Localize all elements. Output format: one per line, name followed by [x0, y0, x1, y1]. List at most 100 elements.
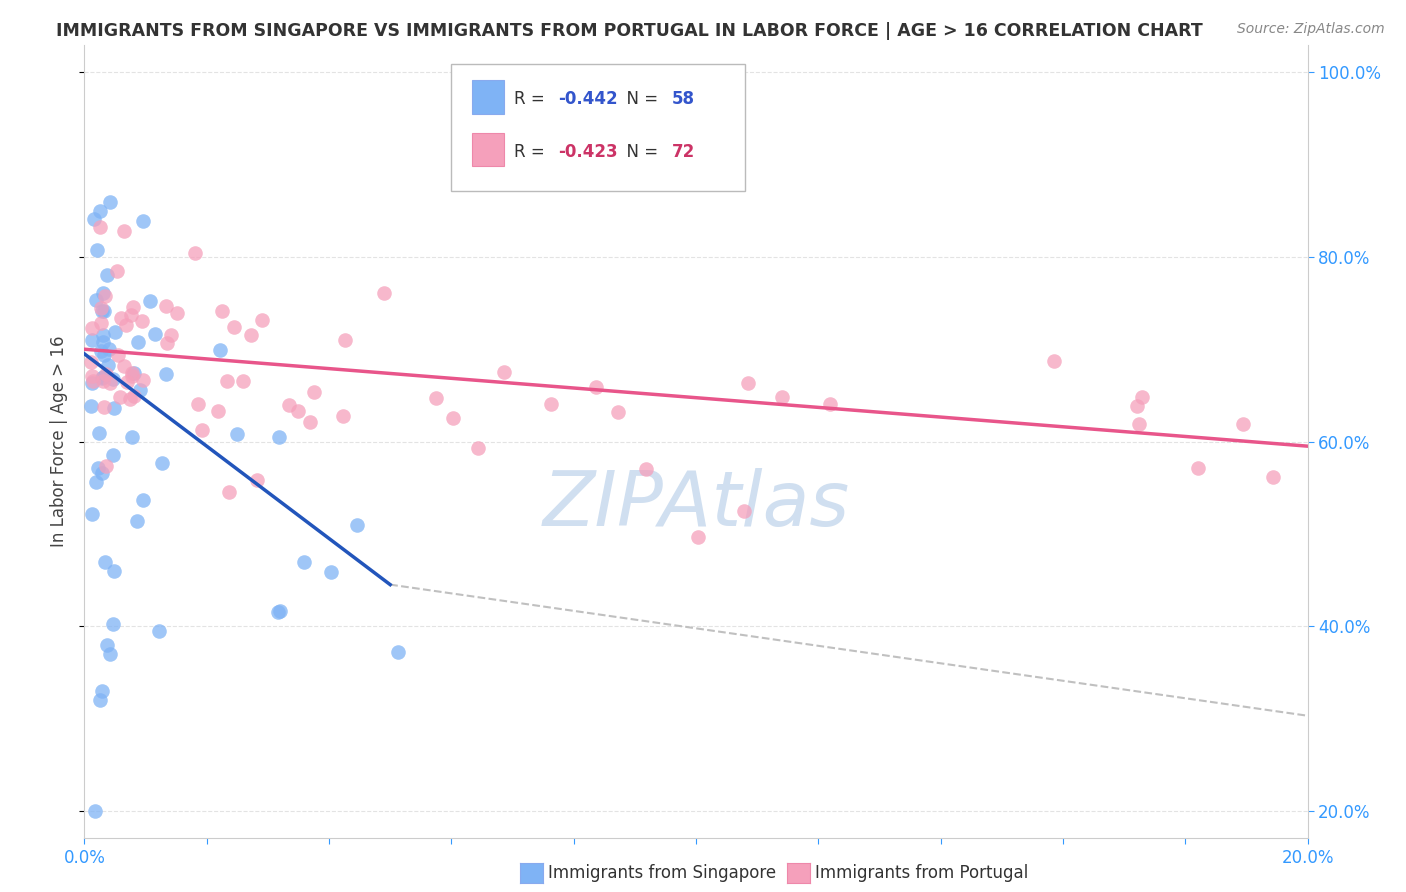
- Point: [91, 369, 114, 384]
- Point: [124, 390, 146, 404]
- Point: [269, 430, 291, 444]
- Point: [94, 367, 117, 381]
- Point: [607, 405, 630, 419]
- Point: [129, 383, 152, 397]
- Point: [89, 426, 111, 441]
- Point: [89, 204, 111, 219]
- Point: [1261, 470, 1284, 484]
- Point: [132, 493, 155, 508]
- Point: [90, 344, 112, 359]
- Point: [82, 507, 104, 521]
- Point: [125, 514, 148, 528]
- Point: [143, 326, 166, 341]
- Point: [346, 517, 368, 532]
- Point: [96, 459, 118, 474]
- Point: [636, 462, 658, 476]
- Point: [98, 376, 121, 390]
- Point: [96, 638, 118, 652]
- Point: [80, 369, 103, 384]
- Text: N =: N =: [616, 90, 664, 108]
- Point: [80, 376, 103, 391]
- Point: [131, 214, 153, 228]
- Point: [335, 333, 357, 347]
- Point: [97, 358, 120, 372]
- Point: [91, 286, 114, 301]
- Point: [387, 645, 409, 659]
- Point: [218, 485, 240, 500]
- Point: [820, 397, 842, 411]
- Point: [1128, 417, 1150, 432]
- Point: [770, 391, 793, 405]
- Point: [148, 624, 170, 639]
- Point: [91, 371, 114, 385]
- Point: [107, 348, 129, 362]
- Point: [155, 367, 177, 381]
- Point: [155, 336, 177, 351]
- Point: [737, 376, 759, 391]
- Point: [90, 317, 112, 331]
- Text: -0.423: -0.423: [558, 143, 617, 161]
- Point: [1187, 461, 1209, 475]
- FancyBboxPatch shape: [451, 64, 745, 192]
- Point: [120, 308, 142, 322]
- Point: [269, 604, 291, 618]
- Point: [98, 647, 121, 661]
- Point: [540, 397, 562, 411]
- Point: [132, 373, 155, 387]
- FancyBboxPatch shape: [472, 133, 503, 166]
- Point: [83, 212, 105, 227]
- Point: [98, 195, 121, 210]
- Point: [127, 334, 149, 349]
- Point: [299, 415, 322, 429]
- Point: [80, 321, 103, 335]
- Point: [122, 300, 145, 314]
- Point: [86, 461, 108, 475]
- Text: 72: 72: [672, 143, 695, 161]
- Point: [84, 475, 107, 489]
- Point: [733, 504, 755, 518]
- Point: [441, 411, 464, 425]
- Point: [266, 605, 288, 619]
- Point: [103, 448, 125, 462]
- Point: [1126, 400, 1149, 414]
- Point: [80, 355, 103, 369]
- Point: [121, 429, 143, 443]
- Point: [250, 312, 273, 326]
- Point: [277, 398, 299, 412]
- Point: [101, 372, 124, 386]
- Point: [121, 366, 143, 380]
- Text: -0.442: -0.442: [558, 90, 617, 108]
- Point: [93, 303, 115, 318]
- Point: [104, 326, 127, 340]
- Point: [207, 404, 229, 418]
- Point: [232, 374, 254, 388]
- Point: [121, 369, 143, 384]
- Text: ZIPAtlas: ZIPAtlas: [543, 468, 849, 542]
- Point: [110, 311, 132, 326]
- Point: [292, 556, 315, 570]
- Point: [1043, 354, 1066, 368]
- Text: N =: N =: [616, 143, 664, 161]
- Point: [84, 293, 107, 308]
- Point: [425, 391, 447, 405]
- Point: [585, 380, 607, 394]
- Point: [90, 304, 112, 318]
- Point: [239, 327, 262, 342]
- Point: [103, 401, 125, 416]
- Point: [139, 293, 162, 308]
- Point: [97, 342, 120, 356]
- Text: IMMIGRANTS FROM SINGAPORE VS IMMIGRANTS FROM PORTUGAL IN LABOR FORCE | AGE > 16 : IMMIGRANTS FROM SINGAPORE VS IMMIGRANTS …: [56, 22, 1204, 40]
- Point: [101, 616, 124, 631]
- Point: [94, 555, 117, 569]
- Point: [84, 804, 107, 818]
- Point: [80, 399, 103, 413]
- Point: [108, 391, 131, 405]
- Point: [90, 467, 112, 481]
- Point: [91, 328, 114, 343]
- Y-axis label: In Labor Force | Age > 16: In Labor Force | Age > 16: [51, 335, 69, 548]
- Text: R =: R =: [513, 143, 550, 161]
- Point: [82, 333, 104, 347]
- Text: Source: ZipAtlas.com: Source: ZipAtlas.com: [1237, 22, 1385, 37]
- Point: [159, 328, 181, 343]
- Point: [150, 456, 173, 470]
